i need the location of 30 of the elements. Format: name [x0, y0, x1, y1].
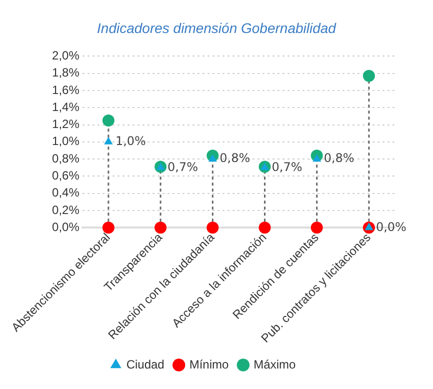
chart-title: Indicadores dimensión Gobernabilidad [96, 19, 338, 38]
y-tick-label: 0,0% [52, 220, 80, 234]
point [102, 114, 114, 126]
y-tick-label: 1,0% [52, 134, 80, 148]
data-label: 0,7% [272, 160, 302, 174]
point [310, 222, 323, 234]
y-tick-label: 2,0% [52, 48, 80, 63]
data-label: 0,7% [168, 160, 198, 174]
data-label: 1,0% [115, 134, 146, 148]
y-tick-label: 0,4% [52, 186, 80, 200]
data-label: 0,8% [324, 151, 354, 166]
legend-label: Ciudad [126, 357, 164, 372]
data-label: 0,0% [376, 220, 406, 234]
y-tick-label: 1,4% [52, 100, 80, 114]
point [104, 136, 113, 144]
point [258, 222, 271, 234]
y-tick-label: 1,2% [52, 117, 80, 132]
y-tick-label: 0,8% [52, 151, 80, 166]
y-tick-label: 1,6% [52, 82, 80, 97]
point [260, 162, 270, 170]
point [362, 70, 375, 82]
y-tick-label: 1,8% [52, 66, 80, 80]
y-tick-label: 0,6% [52, 168, 80, 183]
point [154, 222, 167, 234]
data-label: 0,8% [220, 151, 250, 166]
point [206, 222, 219, 234]
legend-label: Máximo [254, 357, 296, 372]
y-tick-label: 0,2% [52, 202, 80, 217]
point [102, 222, 114, 234]
legend-label: Mínimo [189, 357, 230, 372]
